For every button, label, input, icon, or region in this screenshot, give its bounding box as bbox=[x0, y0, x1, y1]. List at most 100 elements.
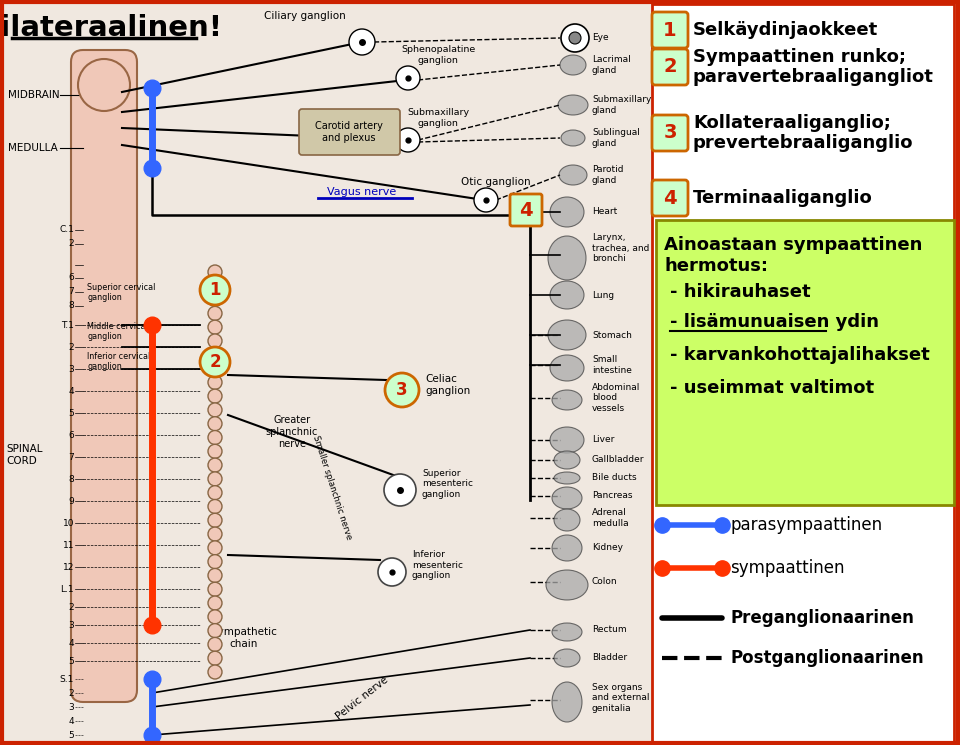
Circle shape bbox=[208, 583, 222, 596]
Text: 2: 2 bbox=[663, 57, 677, 77]
Text: 6: 6 bbox=[68, 273, 74, 282]
Text: S.1: S.1 bbox=[60, 674, 74, 683]
Circle shape bbox=[208, 610, 222, 624]
Text: L.1: L.1 bbox=[60, 585, 74, 594]
Circle shape bbox=[378, 558, 406, 586]
Circle shape bbox=[208, 375, 222, 390]
Circle shape bbox=[384, 474, 416, 506]
Ellipse shape bbox=[546, 570, 588, 600]
Text: Stomach: Stomach bbox=[592, 331, 632, 340]
Text: Inferior cervical
ganglion: Inferior cervical ganglion bbox=[87, 352, 151, 372]
Text: Superior cervical
ganglion: Superior cervical ganglion bbox=[87, 283, 156, 302]
Text: Heart: Heart bbox=[592, 208, 617, 217]
Text: Otic ganglion: Otic ganglion bbox=[461, 177, 531, 187]
Text: Kidney: Kidney bbox=[592, 544, 623, 553]
Text: Adrenal
medulla: Adrenal medulla bbox=[592, 508, 629, 527]
Ellipse shape bbox=[554, 451, 580, 469]
Text: SPINAL
CORD: SPINAL CORD bbox=[6, 444, 42, 466]
Ellipse shape bbox=[552, 390, 582, 410]
Circle shape bbox=[396, 66, 420, 90]
Ellipse shape bbox=[552, 535, 582, 561]
Circle shape bbox=[208, 541, 222, 555]
Text: Larynx,
trachea, and
bronchi: Larynx, trachea, and bronchi bbox=[592, 233, 649, 263]
Text: Abdominal
blood
vessels: Abdominal blood vessels bbox=[592, 383, 640, 413]
Circle shape bbox=[200, 347, 230, 377]
Text: 1: 1 bbox=[663, 21, 677, 39]
Text: sympaattinen: sympaattinen bbox=[730, 559, 845, 577]
Circle shape bbox=[208, 458, 222, 472]
Text: 1: 1 bbox=[209, 281, 221, 299]
Text: 11: 11 bbox=[62, 541, 74, 550]
Circle shape bbox=[208, 651, 222, 665]
Ellipse shape bbox=[558, 95, 588, 115]
Circle shape bbox=[208, 403, 222, 417]
Text: Middle cervical
ganglion: Middle cervical ganglion bbox=[87, 322, 148, 341]
Text: Inferior
mesenteric
ganglion: Inferior mesenteric ganglion bbox=[412, 550, 463, 580]
Text: Bladder: Bladder bbox=[592, 653, 627, 662]
Circle shape bbox=[208, 306, 222, 320]
Text: 2: 2 bbox=[68, 688, 74, 697]
FancyBboxPatch shape bbox=[71, 50, 137, 702]
FancyBboxPatch shape bbox=[299, 109, 400, 155]
Text: Sex organs
and external
genitalia: Sex organs and external genitalia bbox=[592, 683, 650, 713]
Circle shape bbox=[208, 555, 222, 568]
Circle shape bbox=[208, 486, 222, 500]
Text: 2: 2 bbox=[68, 603, 74, 612]
Text: MEDULLA: MEDULLA bbox=[8, 143, 58, 153]
Text: Rectum: Rectum bbox=[592, 626, 627, 635]
Text: 12: 12 bbox=[62, 562, 74, 571]
FancyBboxPatch shape bbox=[652, 12, 688, 48]
Circle shape bbox=[474, 188, 498, 212]
Ellipse shape bbox=[552, 682, 582, 722]
Ellipse shape bbox=[552, 623, 582, 641]
Circle shape bbox=[208, 293, 222, 307]
Text: 3: 3 bbox=[663, 124, 677, 142]
Text: Smaller splanchnic nerve: Smaller splanchnic nerve bbox=[311, 435, 353, 542]
Text: Gallbladder: Gallbladder bbox=[592, 455, 644, 464]
Circle shape bbox=[208, 499, 222, 513]
Text: 10: 10 bbox=[62, 519, 74, 527]
Text: 4: 4 bbox=[68, 717, 74, 726]
Text: 5: 5 bbox=[68, 656, 74, 665]
Text: Bilateraalinen!: Bilateraalinen! bbox=[0, 14, 222, 42]
Text: Superior
mesenteric
ganglion: Superior mesenteric ganglion bbox=[422, 469, 473, 499]
Text: Eye: Eye bbox=[592, 34, 609, 42]
Circle shape bbox=[208, 568, 222, 583]
Ellipse shape bbox=[550, 281, 584, 309]
Text: Carotid artery
and plexus: Carotid artery and plexus bbox=[315, 121, 383, 143]
Circle shape bbox=[208, 431, 222, 445]
Text: 5: 5 bbox=[68, 408, 74, 417]
Text: Parotid
gland: Parotid gland bbox=[592, 165, 623, 185]
Text: - lisämunuaisen ydin: - lisämunuaisen ydin bbox=[670, 313, 879, 331]
Text: 3: 3 bbox=[68, 364, 74, 373]
Circle shape bbox=[208, 638, 222, 651]
Text: Small
intestine: Small intestine bbox=[592, 355, 632, 375]
Text: 7: 7 bbox=[68, 288, 74, 297]
Text: Lacrimal
gland: Lacrimal gland bbox=[592, 55, 631, 74]
Circle shape bbox=[208, 389, 222, 403]
Text: 3: 3 bbox=[396, 381, 408, 399]
Ellipse shape bbox=[550, 355, 584, 381]
Ellipse shape bbox=[550, 427, 584, 453]
Ellipse shape bbox=[550, 197, 584, 227]
Circle shape bbox=[396, 128, 420, 152]
Text: 3: 3 bbox=[68, 621, 74, 630]
FancyBboxPatch shape bbox=[656, 220, 954, 505]
Text: Greater
splanchnic
nerve: Greater splanchnic nerve bbox=[266, 416, 318, 448]
Circle shape bbox=[385, 373, 419, 407]
Text: 2: 2 bbox=[68, 343, 74, 352]
Text: parasympaattinen: parasympaattinen bbox=[730, 516, 882, 534]
Circle shape bbox=[208, 416, 222, 431]
Circle shape bbox=[200, 275, 230, 305]
FancyBboxPatch shape bbox=[652, 4, 954, 742]
Text: 6: 6 bbox=[68, 431, 74, 440]
Text: - useimmat valtimot: - useimmat valtimot bbox=[670, 379, 875, 397]
Circle shape bbox=[208, 265, 222, 279]
Circle shape bbox=[208, 472, 222, 486]
Text: 8: 8 bbox=[68, 475, 74, 484]
Ellipse shape bbox=[561, 130, 585, 146]
FancyBboxPatch shape bbox=[652, 115, 688, 151]
Text: MIDBRAIN: MIDBRAIN bbox=[8, 90, 60, 100]
Text: Sphenopalatine
ganglion: Sphenopalatine ganglion bbox=[401, 45, 475, 65]
Circle shape bbox=[208, 624, 222, 638]
